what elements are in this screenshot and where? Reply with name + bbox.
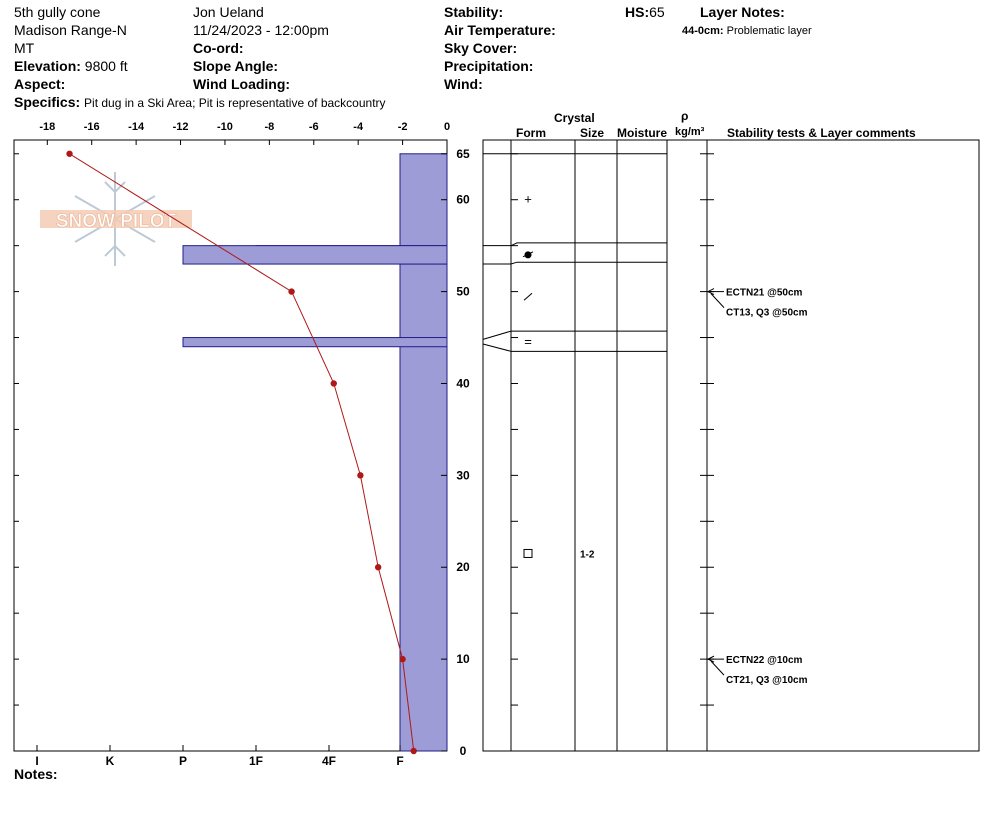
- layer-boundary: [482, 343, 667, 352]
- temp-tick-label: -6: [309, 121, 319, 133]
- density-symbol: ρ: [681, 109, 689, 123]
- specifics-value: Pit dug in a Ski Area; Pit is representa…: [84, 96, 386, 110]
- hardness-tick-label: P: [179, 754, 187, 768]
- temp-tick-label: -4: [353, 121, 364, 133]
- temperature-point: [374, 564, 382, 571]
- hardness-tick-label: K: [106, 754, 115, 768]
- stability-test-label: CT13, Q3 @50cm: [726, 308, 808, 319]
- temp-tick-label: -14: [128, 121, 145, 133]
- moisture-header: Moisture: [617, 126, 668, 140]
- temp-tick-label: -12: [173, 121, 189, 133]
- layer-note-text: Problematic layer: [726, 25, 812, 37]
- temperature-point: [357, 472, 364, 479]
- elevation-value: 9800 ft: [84, 58, 128, 74]
- hs-label: HS:: [625, 4, 650, 20]
- size-header: Size: [580, 126, 605, 140]
- state: MT: [14, 40, 35, 56]
- form-header: Form: [516, 126, 546, 140]
- sky-cover-label: Sky Cover:: [444, 40, 518, 56]
- hardness-bar: [182, 245, 448, 265]
- coord-label: Co-ord:: [193, 40, 244, 56]
- crystal-rounded-mark: [522, 251, 534, 258]
- hardness-tick-label: F: [396, 754, 403, 768]
- temp-tick-label: -10: [217, 121, 233, 133]
- height-tick-label: 30: [456, 468, 470, 482]
- layer-boundary: [483, 261, 667, 265]
- observer: Jon Ueland: [193, 4, 264, 20]
- crystal-decomposed-symbol: [523, 292, 533, 301]
- temp-tick-label: -16: [84, 121, 100, 133]
- temperature-point: [330, 380, 337, 387]
- hardness-tick-label: I: [35, 754, 38, 768]
- temperature-point: [66, 150, 73, 157]
- height-tick-label: 10: [456, 652, 470, 666]
- left-axes: -18 -16 -14 -12 -10 -8 -6 -4 -2 0 0 10 20 30 40 50 60 65 I…: [14, 121, 470, 768]
- notes-label: Notes:: [14, 766, 58, 782]
- precipitation-label: Precipitation:: [444, 58, 534, 74]
- snowpilot-logo: SNOW PILOT: [40, 172, 192, 266]
- elevation-label: Elevation:: [14, 58, 81, 74]
- height-tick-label: 50: [456, 285, 470, 299]
- crystal-form-symbol: =: [524, 334, 532, 349]
- temperature-profile: [66, 150, 417, 755]
- layer-note-range: 44-0cm:: [682, 25, 724, 37]
- layer-note: 44-0cm: Problematic layer: [682, 23, 812, 39]
- crystal-forms: + = 1-2: [522, 192, 595, 560]
- height-tick-label: 20: [456, 560, 470, 574]
- hs: HS:65: [625, 4, 665, 20]
- location: 5th gully cone: [14, 4, 101, 20]
- elevation: Elevation: 9800 ft: [14, 58, 128, 74]
- specifics-label: Specifics:: [14, 94, 81, 110]
- snowpilot-logo-text: SNOW PILOT: [56, 211, 177, 232]
- layer-boundary: [483, 242, 667, 247]
- temperature-point: [410, 747, 417, 755]
- hardness-tick-label: 1F: [249, 754, 263, 768]
- crystal-facet-symbol: [523, 548, 533, 558]
- stability-pointer: [710, 293, 725, 308]
- density-unit: kg/m³: [675, 126, 705, 138]
- height-tick-label: 40: [456, 376, 470, 390]
- mountain-range: Madison Range-N: [14, 22, 127, 38]
- temp-tick-label: -2: [398, 121, 408, 133]
- layer-notes-label: Layer Notes:: [700, 4, 785, 20]
- temperature-point: [399, 655, 406, 663]
- layer-table-lines: [482, 140, 714, 752]
- slope-angle-label: Slope Angle:: [193, 58, 279, 74]
- height-tick-label: 65: [456, 147, 470, 161]
- specifics: Specifics: Pit dug in a Ski Area; Pit is…: [14, 94, 386, 111]
- layer-boundary: [482, 330, 667, 340]
- stability-tests-header: Stability tests & Layer comments: [727, 126, 916, 140]
- temperature-point: [288, 288, 295, 295]
- temp-tick-label: -8: [264, 121, 274, 133]
- wind-label: Wind:: [444, 76, 483, 92]
- wind-loading-label: Wind Loading:: [193, 76, 291, 92]
- hardness-tick-label: 4F: [322, 754, 336, 768]
- stability-test-label: ECTN22 @10cm: [726, 655, 803, 666]
- crystal-header: Crystal: [554, 111, 595, 125]
- crystal-form-symbol: +: [524, 192, 532, 207]
- datetime: 11/24/2023 - 12:00pm: [193, 22, 329, 38]
- hardness-bar: [399, 153, 448, 247]
- stability-label: Stability:: [444, 4, 504, 20]
- temp-tick-label: -18: [39, 121, 55, 133]
- stability-test-label: ECTN21 @50cm: [726, 288, 803, 299]
- stability-test-label: CT21, Q3 @10cm: [726, 675, 808, 686]
- height-tick-label: 60: [456, 193, 470, 207]
- hardness-bars: [182, 153, 448, 752]
- crystal-size-label: 1-2: [580, 549, 595, 560]
- stability-tests: ECTN21 @50cm CT13, Q3 @50cm ECTN22 @10cm CT…: [706, 288, 808, 686]
- height-tick-label: 0: [460, 744, 467, 758]
- hs-value: 65: [649, 4, 665, 20]
- aspect-label: Aspect:: [14, 76, 66, 92]
- air-temperature-label: Air Temperature:: [444, 22, 556, 38]
- stability-pointer: [710, 660, 725, 676]
- layer-table-frame: [482, 139, 980, 752]
- temperature-line: [69, 153, 415, 752]
- temp-tick-label: 0: [444, 121, 450, 133]
